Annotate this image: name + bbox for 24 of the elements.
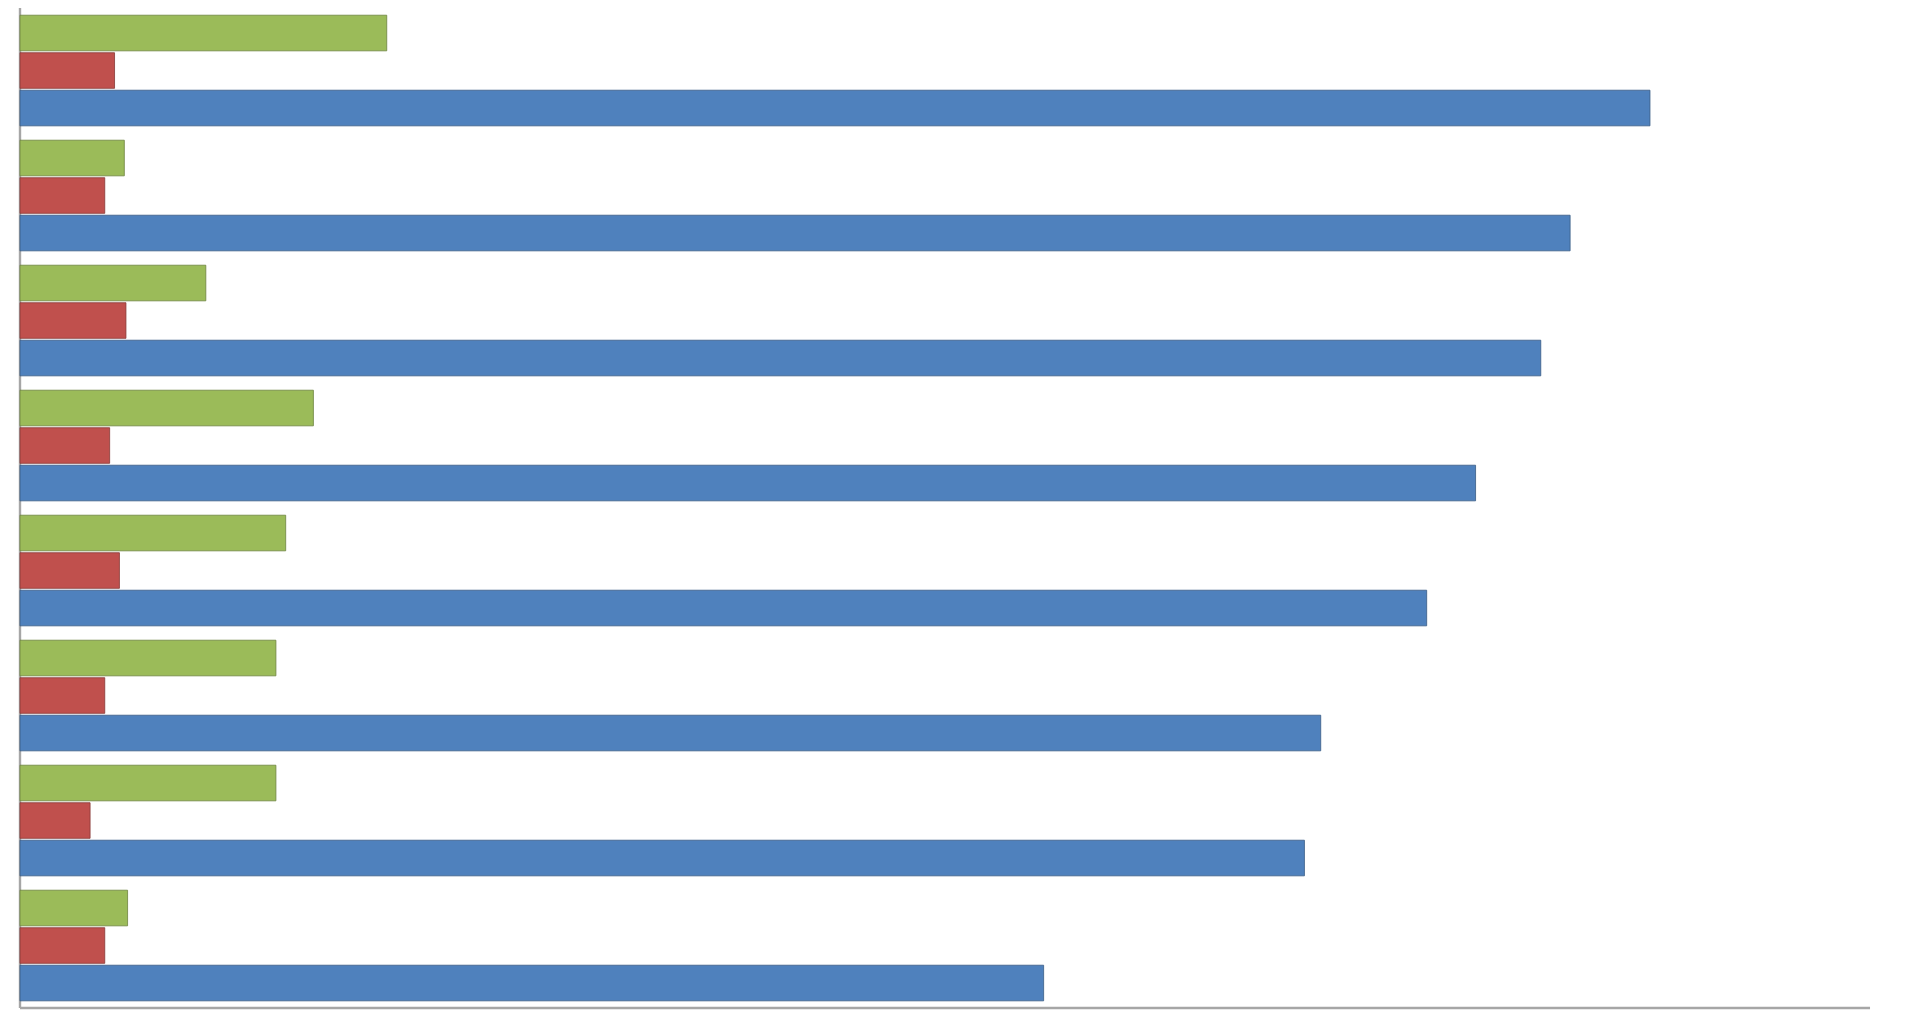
bar — [19, 52, 115, 89]
bar — [19, 389, 314, 427]
bar — [19, 889, 128, 927]
bar — [19, 552, 120, 589]
bar — [19, 927, 106, 964]
bar — [19, 677, 106, 714]
bar — [19, 264, 207, 302]
bar — [19, 214, 1571, 252]
bar — [19, 964, 1045, 1002]
bar — [19, 464, 1476, 502]
bar — [19, 764, 277, 802]
bar — [19, 714, 1322, 752]
bar — [19, 639, 277, 677]
bar — [19, 89, 1651, 127]
bar — [19, 177, 106, 214]
bar — [19, 427, 111, 464]
bar — [19, 514, 287, 552]
bar — [19, 589, 1428, 627]
bar — [19, 14, 388, 52]
bar — [19, 802, 91, 839]
bar — [19, 302, 127, 339]
bar — [19, 139, 125, 177]
bar — [19, 839, 1305, 877]
bar — [19, 339, 1542, 377]
